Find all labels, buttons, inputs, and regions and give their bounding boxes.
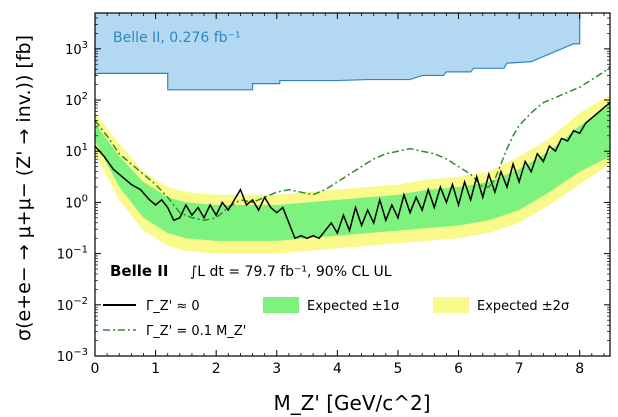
x-tick-label: 7 [515, 361, 524, 377]
legend-observed-label: Γ_Z' ≈ 0 [146, 299, 200, 314]
legend-2sigma-label: Expected ±2σ [477, 299, 569, 314]
y-axis-label: σ(e+e− → μ+μ− (Z' → inv.)) [fb] [13, 35, 35, 341]
y-tick-label: 10−1 [57, 245, 88, 263]
prior-exclusion-edge [95, 13, 581, 91]
y-tick-label: 102 [65, 91, 88, 109]
x-tick-label: 8 [575, 361, 584, 377]
y-tick-label: 103 [65, 40, 88, 58]
y-tick-label: 10−2 [57, 296, 88, 314]
legend-1sigma-swatch [263, 297, 299, 313]
x-tick-label: 3 [272, 361, 281, 377]
observed-wide-width-line [95, 66, 610, 222]
legend: Γ_Z' ≈ 0 Expected ±1σ Expected ±2σ Γ_Z' … [103, 297, 569, 339]
y-tick-label: 10−3 [57, 347, 88, 365]
x-tick-label: 2 [212, 361, 221, 377]
y-tick-label: 100 [65, 193, 88, 211]
x-tick-label: 0 [91, 361, 100, 377]
belle-label: Belle II [110, 262, 168, 280]
luminosity-label: ∫L dt = 79.7 fb⁻¹, 90% CL UL [190, 264, 392, 280]
prior-result-label: Belle II, 0.276 fb⁻¹ [113, 30, 241, 46]
x-tick-label: 1 [151, 361, 160, 377]
plot-frame [94, 12, 611, 357]
legend-2sigma-swatch [433, 297, 469, 313]
x-tick-label: 6 [454, 361, 463, 377]
x-tick-label: 5 [393, 361, 402, 377]
legend-wide-label: Γ_Z' = 0.1 M_Z' [146, 324, 246, 339]
x-tick-label: 4 [333, 361, 342, 377]
legend-1sigma-label: Expected ±1σ [307, 299, 399, 314]
expected-band-1sigma [95, 105, 610, 241]
prior-exclusion-region [95, 13, 580, 90]
x-axis-label: M_Z' [GeV/c^2] [273, 391, 430, 415]
y-tick-label: 101 [65, 142, 88, 160]
observed-zero-width-line [95, 102, 610, 240]
